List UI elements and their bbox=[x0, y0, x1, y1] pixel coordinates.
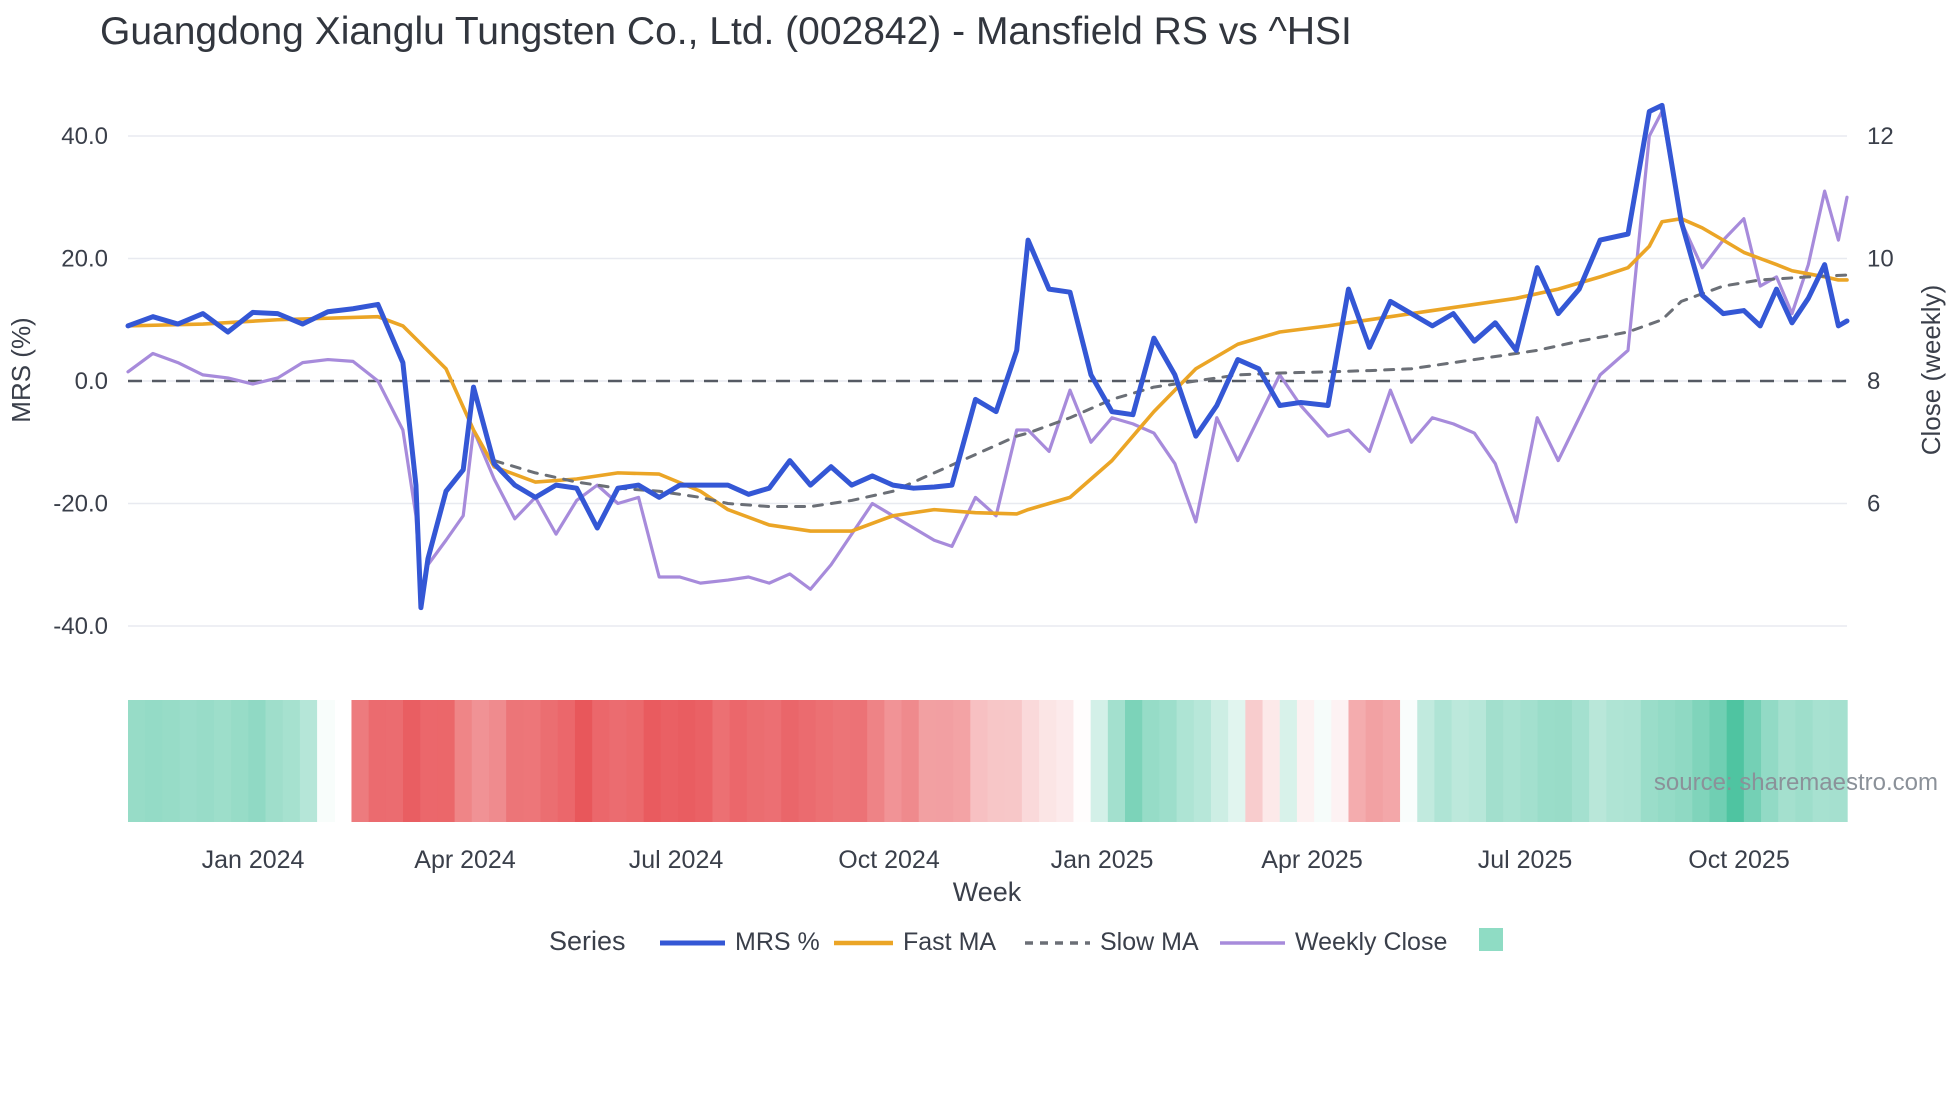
svg-text:Weekly Close: Weekly Close bbox=[1295, 928, 1447, 956]
svg-text:40.0: 40.0 bbox=[61, 123, 108, 150]
svg-text:Slow MA: Slow MA bbox=[1100, 928, 1199, 956]
svg-text:-20.0: -20.0 bbox=[53, 491, 108, 518]
svg-text:source: sharemaestro.com: source: sharemaestro.com bbox=[1654, 769, 1938, 796]
svg-text:MRS %: MRS % bbox=[735, 928, 820, 956]
svg-text:MRS (%): MRS (%) bbox=[6, 317, 36, 422]
svg-text:Jul 2024: Jul 2024 bbox=[629, 846, 724, 874]
svg-text:Apr 2025: Apr 2025 bbox=[1261, 846, 1362, 874]
svg-text:Week: Week bbox=[953, 877, 1022, 907]
svg-text:12: 12 bbox=[1867, 123, 1894, 150]
svg-text:0.0: 0.0 bbox=[75, 368, 108, 395]
svg-text:Fast MA: Fast MA bbox=[903, 928, 996, 956]
svg-text:Oct 2024: Oct 2024 bbox=[838, 846, 940, 874]
svg-text:Oct 2025: Oct 2025 bbox=[1688, 846, 1789, 874]
svg-text:-40.0: -40.0 bbox=[53, 613, 108, 640]
svg-text:Jan 2024: Jan 2024 bbox=[202, 846, 305, 874]
svg-text:Series: Series bbox=[549, 926, 626, 956]
svg-text:Jan 2025: Jan 2025 bbox=[1051, 846, 1154, 874]
svg-text:Close (weekly): Close (weekly) bbox=[1916, 285, 1946, 456]
svg-text:6: 6 bbox=[1867, 491, 1880, 518]
svg-text:20.0: 20.0 bbox=[61, 246, 108, 273]
svg-text:8: 8 bbox=[1867, 368, 1880, 395]
svg-text:10: 10 bbox=[1867, 246, 1894, 273]
svg-text:Apr 2024: Apr 2024 bbox=[414, 846, 516, 874]
svg-text:Jul 2025: Jul 2025 bbox=[1478, 846, 1573, 874]
